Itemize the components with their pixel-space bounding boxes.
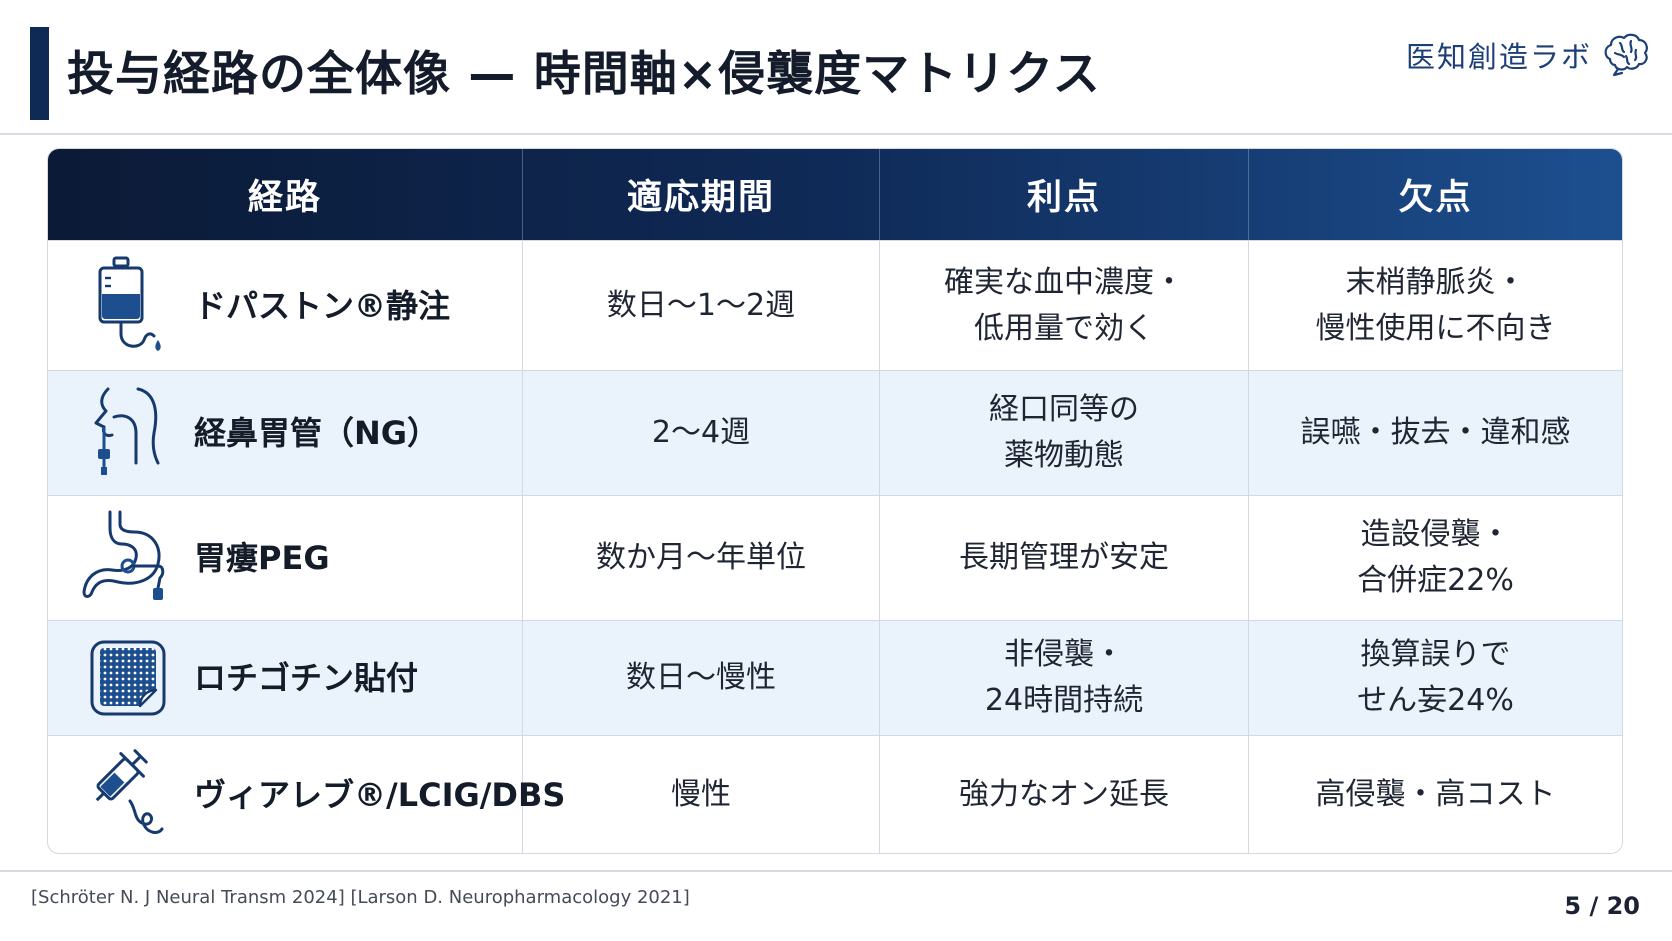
column-header-route: 経路 — [48, 149, 523, 240]
route-name: 経鼻胃管（NG） — [194, 414, 440, 452]
disadvantage-text: 誤嚥・抜去・違和感 — [1300, 415, 1571, 450]
disadvantage-cell: 誤嚥・抜去・違和感 — [1249, 371, 1622, 495]
brain-icon — [1604, 33, 1648, 77]
period-text: 数か月〜年単位 — [596, 540, 806, 575]
period-cell: 2〜4週 — [523, 371, 880, 495]
header-divider — [0, 133, 1672, 135]
advantage-text: 経口同等の 薬物動態 — [989, 392, 1139, 473]
table-row: 経鼻胃管（NG） 2〜4週 経口同等の 薬物動態 誤嚥・抜去・違和感 — [48, 370, 1622, 495]
iv-drip-bag-icon — [98, 256, 161, 351]
route-cell: ドパストン®静注 — [48, 241, 523, 370]
route-name: ロチゴチン貼付 — [194, 659, 419, 697]
table-row: ロチゴチン貼付 数日〜慢性 非侵襲・ 24時間持続 換算誤りで せん妄24% — [48, 620, 1622, 735]
period-text: 2〜4週 — [651, 415, 751, 450]
column-header-disadvantage: 欠点 — [1398, 178, 1473, 218]
disadvantage-cell: 高侵襲・高コスト — [1249, 736, 1622, 853]
brand-logo: 医知創造ラボ — [1406, 26, 1652, 84]
route-cell: ヴィアレブ®/LCIG/DBS — [48, 736, 565, 853]
page-title: 投与経路の全体像 — 時間軸×侵襲度マトリクス — [67, 47, 1101, 102]
advantage-cell: 経口同等の 薬物動態 — [880, 371, 1249, 495]
period-cell: 数日〜1〜2週 — [523, 241, 880, 370]
column-header-period: 適応期間 — [523, 149, 880, 240]
period-text: 数日〜1〜2週 — [606, 287, 796, 323]
syringe-pump-icon — [95, 748, 164, 834]
route-matrix-table: 経路 適応期間 利点 欠点 ドパストン®静注 数日〜 — [47, 148, 1623, 854]
period-text: 数日〜慢性 — [626, 660, 776, 695]
route-cell: 胃瘻PEG — [48, 496, 523, 620]
route-name: ドパストン®静注 — [194, 286, 451, 325]
table-header-row: 経路 適応期間 利点 欠点 — [48, 149, 1622, 240]
route-cell: ロチゴチン貼付 — [48, 621, 523, 735]
advantage-text: 強力なオン延長 — [959, 776, 1169, 812]
table-row: ドパストン®静注 数日〜1〜2週 確実な血中濃度・ 低用量で効く 末梢静脈炎・ … — [48, 240, 1622, 370]
title-accent-bar — [30, 27, 49, 120]
disadvantage-cell: 換算誤りで せん妄24% — [1249, 621, 1622, 735]
period-text: 慢性 — [671, 776, 731, 812]
advantage-text: 確実な血中濃度・ 低用量で効く — [944, 264, 1184, 346]
advantage-cell: 確実な血中濃度・ 低用量で効く — [880, 241, 1249, 370]
transdermal-patch-icon — [90, 640, 166, 716]
table-row: ヴィアレブ®/LCIG/DBS 慢性 強力なオン延長 高侵襲・高コスト — [48, 735, 1622, 853]
period-cell: 数日〜慢性 — [523, 621, 880, 735]
advantage-cell: 非侵襲・ 24時間持続 — [880, 621, 1249, 735]
brand-name: 医知創造ラボ — [1405, 40, 1592, 74]
stomach-peg-icon — [82, 510, 165, 600]
disadvantage-text: 末梢静脈炎・ 慢性使用に不向き — [1315, 264, 1556, 346]
disadvantage-text: 高侵襲・高コスト — [1315, 776, 1556, 812]
footer-divider — [0, 870, 1672, 872]
route-cell: 経鼻胃管（NG） — [48, 371, 523, 495]
route-name: 胃瘻PEG — [194, 539, 330, 577]
advantage-cell: 強力なオン延長 — [880, 736, 1249, 853]
citation-text: [Schröter N. J Neural Transm 2024] [Lars… — [31, 887, 690, 908]
period-cell: 慢性 — [523, 736, 880, 853]
advantage-text: 長期管理が安定 — [959, 540, 1169, 575]
advantage-cell: 長期管理が安定 — [880, 496, 1249, 620]
column-header-advantage: 利点 — [880, 149, 1249, 240]
disadvantage-cell: 造設侵襲・ 合併症22% — [1249, 496, 1622, 620]
disadvantage-cell: 末梢静脈炎・ 慢性使用に不向き — [1249, 241, 1622, 370]
disadvantage-text: 換算誤りで せん妄24% — [1357, 637, 1514, 718]
nasogastric-tube-icon — [94, 387, 160, 475]
route-name: ヴィアレブ®/LCIG/DBS — [194, 775, 566, 814]
disadvantage-text: 造設侵襲・ 合併症22% — [1357, 517, 1514, 598]
table-row: 胃瘻PEG 数か月〜年単位 長期管理が安定 造設侵襲・ 合併症22% — [48, 495, 1622, 620]
period-cell: 数か月〜年単位 — [523, 496, 880, 620]
advantage-text: 非侵襲・ 24時間持続 — [984, 637, 1144, 718]
page-number: 5 / 20 — [1564, 892, 1640, 920]
